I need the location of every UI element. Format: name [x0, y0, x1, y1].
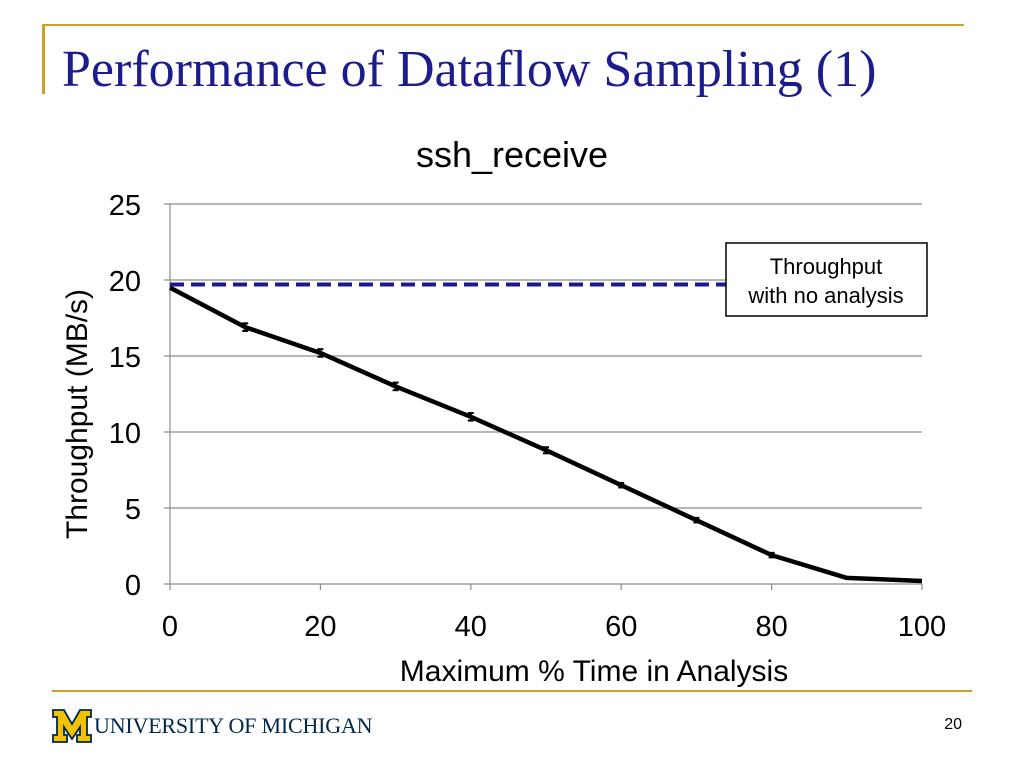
x-tick-label: 80 [755, 611, 787, 643]
title-accent-vertical-line [42, 24, 45, 94]
x-tick-label: 100 [898, 611, 946, 643]
title-accent-horizontal-line [42, 24, 964, 26]
university-logo: University of Michigan [52, 708, 373, 744]
y-tick-label: 0 [125, 570, 141, 602]
page-number: 20 [944, 716, 962, 733]
x-tick-label: 40 [455, 611, 487, 643]
slide-title: Performance of Dataflow Sampling (1) [62, 41, 877, 98]
y-tick-label: 15 [109, 342, 141, 374]
annotation-text: Throughput [770, 254, 883, 279]
series-throughput-line [168, 285, 923, 584]
y-axis-label: Throughput (MB/s) [61, 289, 94, 539]
annotation-box [725, 242, 928, 317]
x-tick-label: 60 [605, 611, 637, 643]
y-tick-label: 20 [109, 266, 141, 298]
y-tick-label: 25 [109, 190, 141, 222]
line-chart: ssh_receive 0 5 10 15 20 25 0 20 40 60 80 100 Maximum… [61, 134, 946, 688]
x-axis-label: Maximum % Time in Analysis [400, 655, 788, 688]
x-tick-label: 0 [162, 611, 178, 643]
logo-text: University of Michigan [94, 713, 373, 738]
footer-divider [52, 690, 972, 692]
annotation-text: with no analysis [747, 283, 903, 308]
y-tick-label: 5 [125, 494, 141, 526]
chart-title: ssh_receive [416, 134, 608, 175]
block-m-logo-icon [52, 709, 92, 743]
x-tick-label: 20 [304, 611, 336, 643]
y-tick-label: 10 [109, 418, 141, 450]
